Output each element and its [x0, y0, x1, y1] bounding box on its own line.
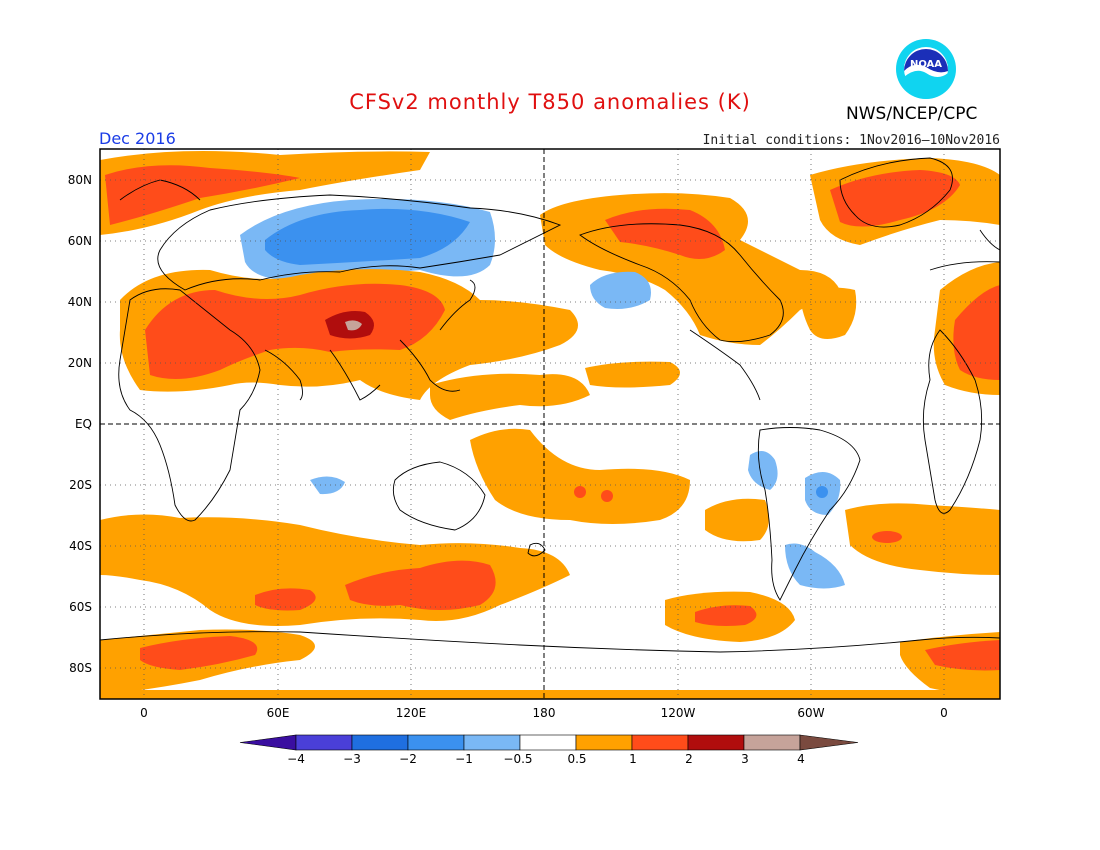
- noaa-logo-icon: NOAA: [896, 39, 956, 99]
- lon-labels: 0 60E 120E 180 120W 60W 0: [140, 706, 948, 720]
- colorbar-segment: [743, 734, 801, 751]
- colorbar-segment: [687, 734, 745, 751]
- colorbar-segment: [407, 734, 465, 751]
- colorbar-segment: [631, 734, 689, 751]
- lon-label: 0: [140, 706, 148, 720]
- colorbar-segment: [799, 734, 859, 751]
- lat-label: 40S: [69, 539, 92, 553]
- colorbar-segment: [295, 734, 353, 751]
- lon-label: 180: [533, 706, 556, 720]
- valid-month-label: Dec 2016: [99, 129, 176, 148]
- lat-label: 60S: [69, 600, 92, 614]
- lon-label: 60E: [267, 706, 290, 720]
- colorbar: [239, 734, 859, 751]
- lon-label: 120W: [661, 706, 696, 720]
- colorbar-segment: [519, 734, 577, 751]
- initial-conditions-label: Initial conditions: 1Nov2016–10Nov2016: [702, 133, 1000, 148]
- noaa-logo-text: NOAA: [910, 59, 942, 70]
- colorbar-tick-label: −2: [399, 752, 417, 766]
- agency-label: NWS/NCEP/CPC: [846, 104, 978, 124]
- lon-label: 60W: [797, 706, 824, 720]
- colorbar-segment: [575, 734, 633, 751]
- colorbar-segment: [239, 734, 297, 751]
- graticule: [100, 149, 1000, 699]
- lat-label: 40N: [68, 295, 92, 309]
- colorbar-tick-label: −1: [455, 752, 473, 766]
- lat-label: 80N: [68, 173, 92, 187]
- lat-label: 80S: [69, 661, 92, 675]
- lat-labels: 80N 60N 40N 20N EQ 20S 40S 60S 80S: [68, 173, 92, 675]
- lat-label: EQ: [75, 417, 92, 431]
- colorbar-tick-label: −3: [343, 752, 361, 766]
- colorbar-segment: [351, 734, 409, 751]
- map-frame: [99, 148, 1001, 700]
- reference-lines: [100, 149, 1000, 699]
- lon-label: 0: [940, 706, 948, 720]
- colorbar-tick-label: 3: [741, 752, 749, 766]
- colorbar-tick-label: −4: [287, 752, 305, 766]
- colorbar-segment: [463, 734, 521, 751]
- colorbar-tick-label: 4: [797, 752, 805, 766]
- colorbar-tick-label: 0.5: [567, 752, 586, 766]
- lat-label: 60N: [68, 234, 92, 248]
- anomaly-field: [100, 149, 1000, 699]
- colorbar-tick-label: −0.5: [503, 752, 532, 766]
- lat-label: 20S: [69, 478, 92, 492]
- colorbar-tick-label: 1: [629, 752, 637, 766]
- chart-title: CFSv2 monthly T850 anomalies (K): [349, 90, 751, 114]
- lat-label: 20N: [68, 356, 92, 370]
- coastlines: [100, 157, 1000, 653]
- colorbar-tick-label: 2: [685, 752, 693, 766]
- lon-label: 120E: [396, 706, 427, 720]
- colorbar-labels: −4 −3 −2 −1 −0.5 0.5 1 2 3 4: [287, 752, 805, 766]
